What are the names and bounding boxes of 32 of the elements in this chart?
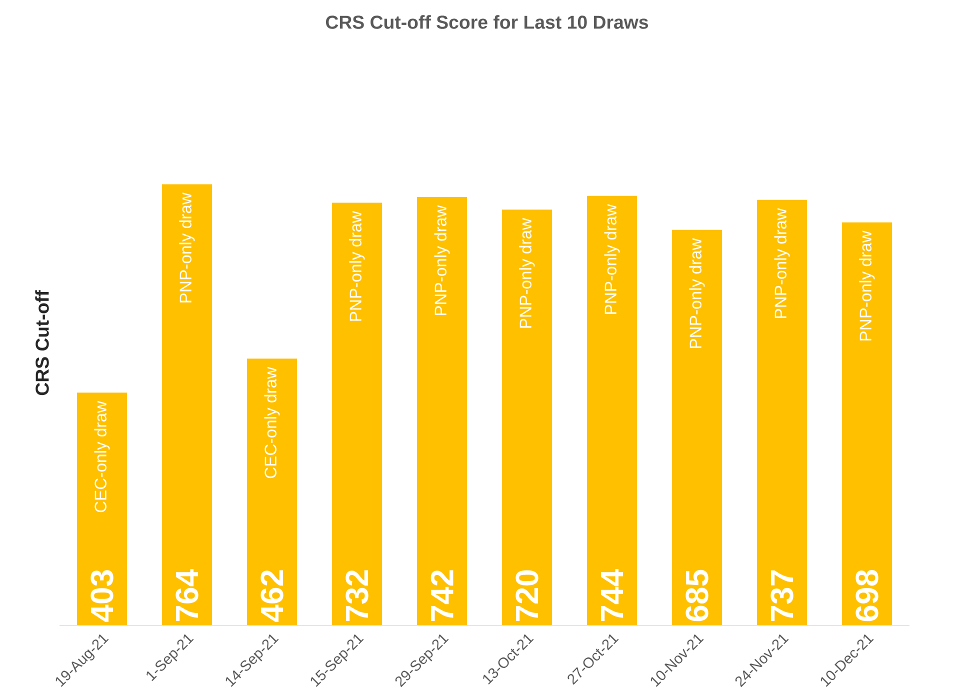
annotation: PNP-only draw <box>859 230 875 340</box>
annotation: PNP-only draw <box>519 218 535 328</box>
data-label: 737 <box>770 570 794 621</box>
data-label: 744 <box>600 569 624 621</box>
bar <box>757 200 807 626</box>
annotation: PNP-only draw <box>604 204 620 314</box>
bar <box>842 222 892 626</box>
chart-title: CRS Cut-off Score for Last 10 Draws <box>326 15 648 29</box>
bar <box>162 184 212 626</box>
annotation: PNP-only draw <box>434 205 450 316</box>
data-label: 698 <box>856 570 878 622</box>
bar <box>587 196 638 626</box>
annotation: PNP-only draw <box>774 208 790 318</box>
bar <box>247 358 298 626</box>
data-label: 403 <box>90 570 114 622</box>
bar <box>417 196 468 626</box>
data-label: 685 <box>686 570 708 622</box>
bar <box>77 392 128 626</box>
bar <box>502 210 552 626</box>
data-label: 742 <box>430 570 454 621</box>
annotation: PNP-only draw <box>349 210 365 321</box>
data-label: 462 <box>260 570 284 622</box>
data-label: 720 <box>516 570 538 621</box>
data-label: 732 <box>346 570 368 621</box>
y-axis-title: CRS Cut-off <box>35 290 49 396</box>
bar <box>672 230 722 626</box>
annotation: PNP-only draw <box>689 238 705 348</box>
annotation: CEC-only draw <box>264 366 280 478</box>
data-label: 764 <box>176 569 198 621</box>
annotation: CEC-only draw <box>94 400 110 512</box>
bar <box>332 202 382 626</box>
annotation: PNP-only draw <box>179 192 195 302</box>
